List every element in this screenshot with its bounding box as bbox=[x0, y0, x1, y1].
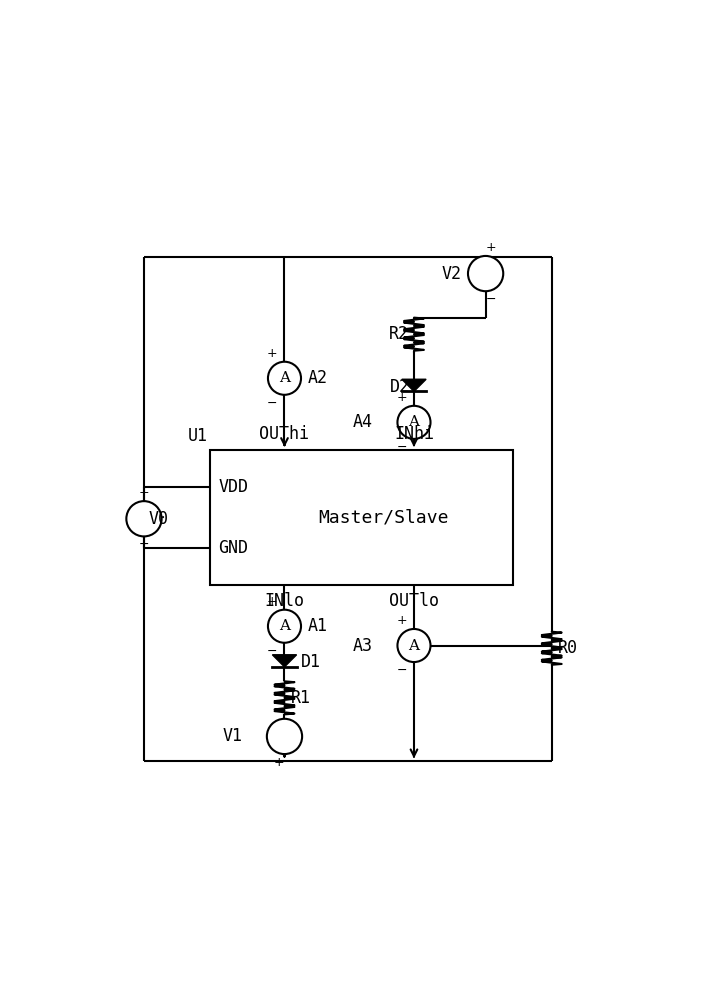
Text: Master/Slave: Master/Slave bbox=[319, 508, 449, 526]
Text: INhi: INhi bbox=[394, 425, 434, 443]
Text: +: + bbox=[267, 595, 278, 608]
Text: A: A bbox=[279, 619, 290, 633]
Text: U1: U1 bbox=[187, 427, 208, 445]
Text: V0: V0 bbox=[149, 510, 169, 528]
Text: +: + bbox=[139, 486, 149, 499]
Text: OUThi: OUThi bbox=[260, 425, 309, 443]
Text: R1: R1 bbox=[291, 689, 311, 707]
Text: A3: A3 bbox=[353, 637, 373, 655]
Circle shape bbox=[397, 629, 430, 662]
Text: D1: D1 bbox=[301, 653, 321, 671]
Circle shape bbox=[127, 501, 161, 536]
Circle shape bbox=[267, 719, 302, 754]
Bar bbox=[210, 450, 513, 585]
Text: D2: D2 bbox=[390, 378, 410, 396]
Text: V2: V2 bbox=[442, 265, 461, 283]
Text: −: − bbox=[267, 645, 277, 658]
Text: V1: V1 bbox=[222, 727, 242, 745]
Text: A2: A2 bbox=[308, 369, 328, 387]
Text: +: + bbox=[397, 614, 407, 627]
Text: −: − bbox=[397, 441, 407, 454]
Text: +: + bbox=[267, 347, 278, 360]
Text: R2: R2 bbox=[388, 325, 408, 343]
Text: A: A bbox=[409, 415, 419, 429]
Text: A4: A4 bbox=[353, 413, 373, 431]
Text: A1: A1 bbox=[308, 617, 328, 635]
Polygon shape bbox=[402, 379, 426, 391]
Text: −: − bbox=[486, 293, 496, 306]
Text: INlo: INlo bbox=[264, 592, 304, 610]
Text: R0: R0 bbox=[558, 639, 578, 657]
Text: A: A bbox=[279, 371, 290, 385]
Polygon shape bbox=[272, 655, 296, 667]
Text: VDD: VDD bbox=[218, 478, 248, 496]
Text: +: + bbox=[486, 241, 496, 254]
Circle shape bbox=[268, 362, 301, 395]
Text: −: − bbox=[139, 538, 149, 551]
Text: −: − bbox=[267, 397, 277, 410]
Circle shape bbox=[468, 256, 503, 291]
Text: +: + bbox=[274, 756, 284, 769]
Text: OUTlo: OUTlo bbox=[389, 592, 439, 610]
Circle shape bbox=[268, 610, 301, 643]
Text: GND: GND bbox=[218, 539, 248, 557]
Text: +: + bbox=[397, 391, 407, 404]
Text: −: − bbox=[274, 704, 284, 717]
Text: A: A bbox=[409, 639, 419, 653]
Circle shape bbox=[397, 406, 430, 439]
Text: −: − bbox=[397, 664, 407, 677]
